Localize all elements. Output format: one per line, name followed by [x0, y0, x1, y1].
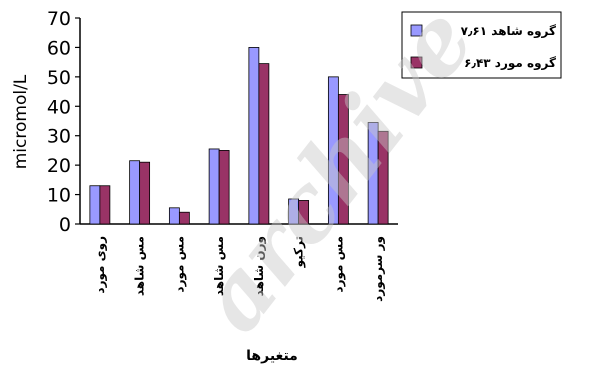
y-tick-label: 50	[47, 67, 71, 89]
x-category-label: ورن شاهد	[252, 236, 267, 296]
x-category-label: مس شاهد	[133, 236, 147, 296]
y-tick-label: 70	[47, 8, 71, 30]
y-tick-label: 20	[47, 155, 71, 177]
bar-series-2-4	[218, 150, 230, 225]
bar-series-1-1	[89, 185, 101, 225]
bar-series-2-7	[337, 94, 349, 225]
y-tick-label: 40	[47, 96, 71, 118]
y-tick-label: 0	[59, 214, 71, 236]
bar-series-2-6	[298, 200, 310, 225]
bar-series-2-5	[258, 63, 270, 225]
y-axis-ticks: 0 10 20 30 40 50 60 70	[47, 8, 80, 236]
legend-label-2: گروه مورد ۶٫۴۳	[464, 56, 556, 71]
x-category-label: ترکیو	[292, 236, 307, 268]
bar-series-1-3	[168, 207, 180, 225]
y-tick-label: 10	[47, 185, 71, 207]
bar-series-1-2	[129, 160, 141, 225]
legend-swatch-1	[410, 24, 423, 37]
legend-swatch-2	[410, 56, 423, 69]
bar-series-2-8	[377, 130, 389, 225]
legend: گروه شاهد ۷٫۶۱ گروه مورد ۶٫۴۳	[401, 11, 562, 79]
bar-series-1-4	[208, 148, 220, 225]
x-category-label: مس شاهد	[212, 236, 226, 296]
x-category-label: مس مورد	[331, 236, 346, 293]
y-tick-label: 30	[47, 126, 71, 148]
x-category-label: ور سرمورد	[371, 236, 386, 302]
y-axis-title: micromol/L	[11, 74, 31, 169]
x-category-label: مس مورد	[172, 236, 187, 293]
bar-series-2-1	[99, 185, 111, 225]
bars-group	[89, 47, 389, 225]
category-labels: روی مورد مس شاهد مس مورد مس شاهد ورن شاهد ترک…	[93, 236, 386, 302]
y-tick-label: 60	[47, 37, 71, 59]
x-category-label: روی مورد	[93, 236, 108, 294]
bar-series-2-3	[178, 211, 190, 225]
x-axis-title: متغیرها	[246, 348, 298, 364]
bar-series-2-2	[139, 161, 151, 225]
legend-label-1: گروه شاهد ۷٫۶۱	[461, 24, 556, 39]
legend-box	[401, 11, 562, 79]
